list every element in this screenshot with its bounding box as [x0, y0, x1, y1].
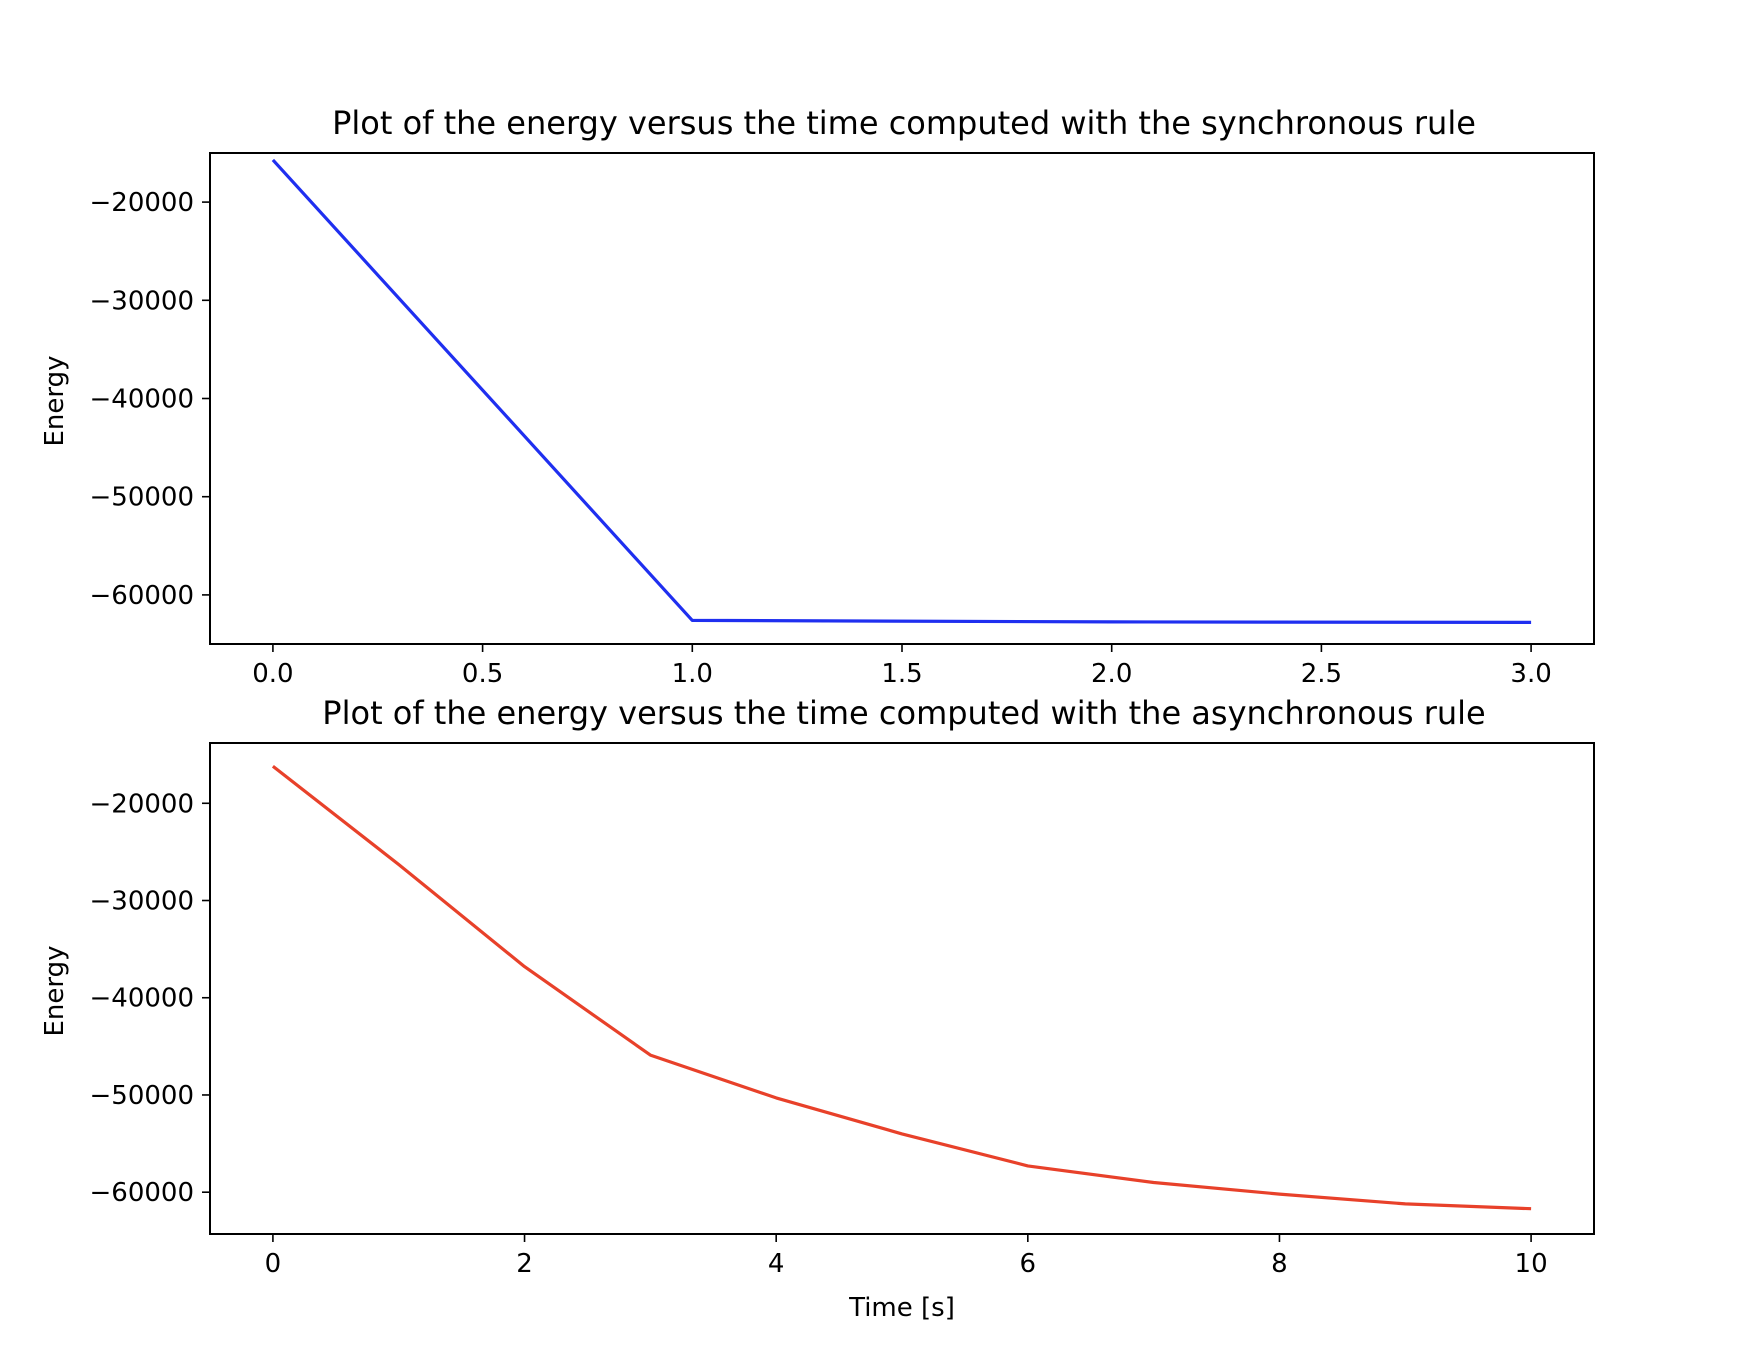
x-tick-label: 8 — [1271, 1249, 1288, 1279]
x-tick-label: 1.5 — [881, 659, 922, 689]
x-tick-label: 4 — [768, 1249, 785, 1279]
y-tick-label: −20000 — [90, 789, 195, 819]
y-tick-label: −20000 — [90, 188, 195, 218]
chart-1-plot-area — [271, 158, 1532, 625]
y-tick-label: −60000 — [90, 581, 195, 611]
x-tick-label: 0.0 — [252, 659, 293, 689]
x-tick-label: 3.0 — [1510, 659, 1551, 689]
chart-1-title: Plot of the energy versus the time compu… — [332, 104, 1476, 142]
x-tick-label: 2 — [516, 1249, 533, 1279]
y-tick-label: −40000 — [90, 984, 195, 1014]
chart-2-ticks: 0 2 4 6 8 10 −20000 −30000 −40000 −50000 −60000 — [90, 789, 1548, 1279]
y-tick-label: −40000 — [90, 385, 195, 415]
x-tick-label: 1.0 — [672, 659, 713, 689]
x-tick-label: 0 — [265, 1249, 282, 1279]
chart-2-xlabel: Time [s] — [848, 1293, 955, 1323]
chart-2-frame — [209, 742, 1595, 1235]
x-tick-label: 10 — [1515, 1249, 1548, 1279]
chart-synchronous: Plot of the energy versus the time compu… — [40, 104, 1595, 689]
chart-2-ylabel: Energy — [40, 945, 70, 1036]
chart-2-title: Plot of the energy versus the time compu… — [322, 694, 1485, 732]
y-tick-label: −50000 — [90, 483, 195, 513]
chart-1-frame — [209, 152, 1595, 645]
x-tick-label: 2.5 — [1301, 659, 1342, 689]
y-tick-label: −30000 — [90, 887, 195, 917]
y-tick-label: −60000 — [90, 1178, 195, 1208]
chart-2-plot-area — [271, 765, 1532, 1211]
chart-1-ylabel: Energy — [40, 355, 70, 446]
chart-asynchronous: Plot of the energy versus the time compu… — [40, 694, 1595, 1323]
x-tick-label: 6 — [1020, 1249, 1037, 1279]
y-tick-label: −50000 — [90, 1081, 195, 1111]
y-tick-label: −30000 — [90, 286, 195, 316]
energy-series-line — [271, 158, 1532, 625]
x-tick-label: 2.0 — [1091, 659, 1132, 689]
energy-series-line — [271, 765, 1532, 1211]
x-tick-label: 0.5 — [462, 659, 503, 689]
chart-1-ticks: 0.0 0.5 1.0 1.5 2.0 2.5 3.0 −20000 −30000 −40000 −… — [90, 188, 1552, 689]
